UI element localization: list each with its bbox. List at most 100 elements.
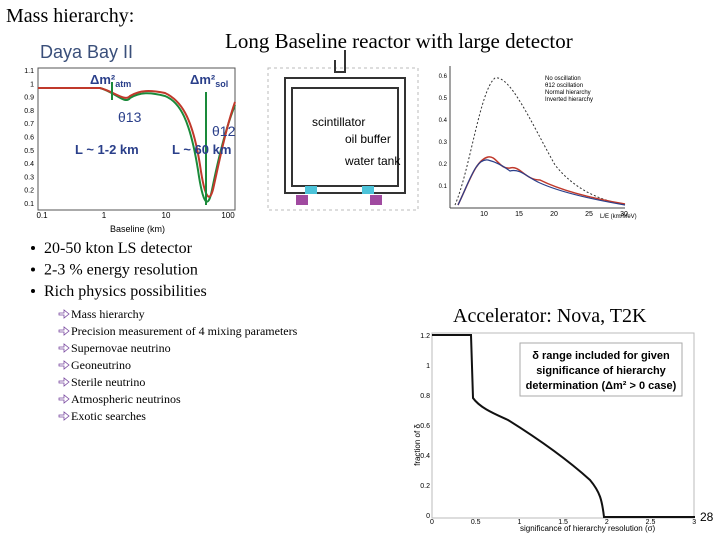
y-tick-label: 0.1 xyxy=(439,184,448,190)
label: Δm² xyxy=(90,72,116,87)
bullet: Rich physics possibilities xyxy=(44,283,207,300)
arrow-icon xyxy=(58,343,70,353)
y-tick-label: 0.3 xyxy=(24,174,34,181)
tank xyxy=(284,77,406,194)
curve xyxy=(38,87,236,203)
sub-bullet: Precision measurement of 4 mixing parame… xyxy=(71,324,298,338)
label: water tank xyxy=(344,154,401,168)
y-tick-label: 0.5 xyxy=(24,148,34,155)
bullet: 2-3 % energy resolution xyxy=(44,262,198,279)
bottom-plot: fraction of δ significance of hierarchy … xyxy=(413,332,695,533)
label: L ~ 60 km xyxy=(172,142,231,157)
axis-label: significance of hierarchy resolution (σ) xyxy=(520,524,656,533)
frame xyxy=(37,67,236,211)
x-tick-label: 30 xyxy=(620,211,628,218)
detector-figure: scintillator oil buffer water tank xyxy=(267,50,419,211)
sub-bullet: Mass hierarchy xyxy=(71,307,145,321)
bullet-dot xyxy=(31,267,35,272)
y-tick-label: 0.2 xyxy=(439,162,448,168)
curve xyxy=(432,334,695,518)
bullet: 20-50 kton LS detector xyxy=(44,240,193,257)
foot xyxy=(370,195,382,205)
buffer xyxy=(291,87,399,187)
x-tick-label: 0.1 xyxy=(36,211,48,220)
x-tick-label: 15 xyxy=(515,211,523,218)
legend-box xyxy=(519,342,683,397)
left-plot: Δm²atm Δm²sol θ13 θ12 L ~ 1-2 km L ~ 60 … xyxy=(37,67,236,234)
y-tick-label: 0.6 xyxy=(24,135,34,142)
label: θ13 xyxy=(118,109,142,125)
y-tick-label: 0.2 xyxy=(24,188,34,195)
arrow-icon xyxy=(58,377,70,387)
figure-title: Daya Bay II xyxy=(40,42,133,62)
y-tick-label: 0.9 xyxy=(24,95,34,102)
legend-entry: Normal hierarchy xyxy=(545,90,591,96)
y-tick-label: 0.5 xyxy=(439,96,448,102)
y-tick-label: 0.3 xyxy=(439,140,448,146)
arrow-icon xyxy=(58,309,70,319)
x-tick-label: 3 xyxy=(692,519,696,526)
page-number: 28 xyxy=(700,510,714,524)
x-tick-label: 1.5 xyxy=(558,519,568,526)
y-tick-label: 1 xyxy=(30,81,34,88)
label: Δm² xyxy=(190,72,216,87)
y-tick-label: 1 xyxy=(426,363,430,370)
x-tick-label: 2.5 xyxy=(646,519,656,526)
y-tick-label: 1.1 xyxy=(24,68,34,75)
foot xyxy=(296,195,308,205)
y-tick-label: 0.8 xyxy=(420,393,430,400)
bullet-dot xyxy=(31,289,35,293)
label: Δm²sol xyxy=(190,72,228,89)
y-tick-label: 0.2 xyxy=(420,483,430,490)
legend-text: determination (Δm² > 0 case) xyxy=(526,380,677,392)
x-tick-label: 10 xyxy=(480,211,488,218)
x-tick-label: 0.5 xyxy=(471,519,481,526)
legend-entry: θ12 oscillation xyxy=(545,83,583,89)
bullets: 20-50 kton LS detector 2-3 % energy resol… xyxy=(31,240,298,423)
label: L ~ 1-2 km xyxy=(75,142,139,157)
legend-entry: Inverted hierarchy xyxy=(545,97,593,103)
y-tick-label: 0.4 xyxy=(24,161,34,168)
x-tick-label: 2 xyxy=(605,519,609,526)
x-tick-label: 100 xyxy=(221,211,235,220)
label: sol xyxy=(215,79,228,89)
x-tick-label: 1 xyxy=(517,519,521,526)
axis-label: Baseline (km) xyxy=(110,224,165,234)
sub-bullet: Atmospheric neutrinos xyxy=(71,392,181,406)
x-tick-label: 25 xyxy=(585,211,593,218)
axis-label: fraction of δ xyxy=(413,424,422,466)
y-tick-label: 0.1 xyxy=(24,201,34,208)
label: scintillator xyxy=(312,115,365,129)
legend-entry: No oscillation xyxy=(545,76,581,82)
label: oil buffer xyxy=(345,132,391,146)
support xyxy=(305,186,317,194)
x-tick-label: 20 xyxy=(550,211,558,218)
curve xyxy=(457,159,626,206)
y-tick-label: 1.2 xyxy=(420,333,430,340)
pipe xyxy=(334,50,346,73)
y-tick-label: 0.6 xyxy=(420,423,430,430)
y-tick-label: 0.8 xyxy=(24,108,34,115)
x-tick-label: 1 xyxy=(102,211,107,220)
support xyxy=(362,186,374,194)
arrow-icon xyxy=(58,360,70,370)
heading: Long Baseline reactor with large detecto… xyxy=(225,29,573,53)
sub-bullet: Geoneutrino xyxy=(71,358,131,372)
axis-label: L/E (km/MeV) xyxy=(600,214,637,220)
sub-bullet: Supernovae neutrino xyxy=(71,341,171,355)
frame xyxy=(267,67,419,211)
right-plot: L/E (km/MeV) xyxy=(449,66,637,220)
bullet-dot xyxy=(31,246,35,250)
x-tick-label: 10 xyxy=(162,211,171,220)
arrow-icon xyxy=(58,394,70,404)
curve xyxy=(38,87,236,198)
sub-bullet: Sterile neutrino xyxy=(71,375,145,389)
label: θ12 xyxy=(212,123,236,139)
arrow-icon xyxy=(58,411,70,421)
y-tick-label: 0.7 xyxy=(24,121,34,128)
slide-title: Mass hierarchy: xyxy=(6,5,134,27)
x-tick-label: 0 xyxy=(430,519,434,526)
y-tick-label: 0 xyxy=(426,513,430,520)
y-tick-label: 0.4 xyxy=(420,453,430,460)
